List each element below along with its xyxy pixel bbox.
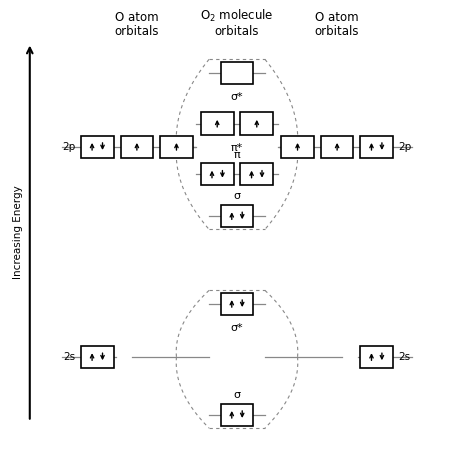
Bar (360, 135, 393, 158)
Bar (221, 205, 253, 227)
Bar (160, 135, 193, 158)
Text: π*: π* (231, 143, 243, 153)
Bar (240, 163, 273, 185)
Text: 2p: 2p (399, 142, 412, 152)
Text: 2s: 2s (399, 352, 410, 362)
Text: 2p: 2p (62, 142, 75, 152)
Text: σ*: σ* (231, 92, 243, 102)
Text: orbitals: orbitals (115, 25, 159, 38)
Bar (321, 135, 354, 158)
Text: σ*: σ* (231, 323, 243, 333)
Bar (240, 112, 273, 135)
Text: O$_2$ molecule: O$_2$ molecule (200, 8, 274, 24)
Bar (221, 293, 253, 315)
Bar (221, 62, 253, 84)
Text: O atom: O atom (315, 11, 359, 24)
Bar (221, 404, 253, 426)
Text: π: π (234, 150, 240, 160)
Bar (360, 346, 393, 368)
Bar (81, 346, 114, 368)
Bar (120, 135, 153, 158)
Text: orbitals: orbitals (215, 25, 259, 38)
Bar (281, 135, 314, 158)
Bar (81, 135, 114, 158)
Text: O atom: O atom (115, 11, 159, 24)
Bar (201, 163, 234, 185)
Text: σ: σ (234, 390, 240, 400)
Text: orbitals: orbitals (315, 25, 359, 38)
Bar (201, 112, 234, 135)
Text: σ: σ (234, 191, 240, 201)
Text: 2s: 2s (64, 352, 75, 362)
Text: Increasing Energy: Increasing Energy (13, 185, 23, 279)
